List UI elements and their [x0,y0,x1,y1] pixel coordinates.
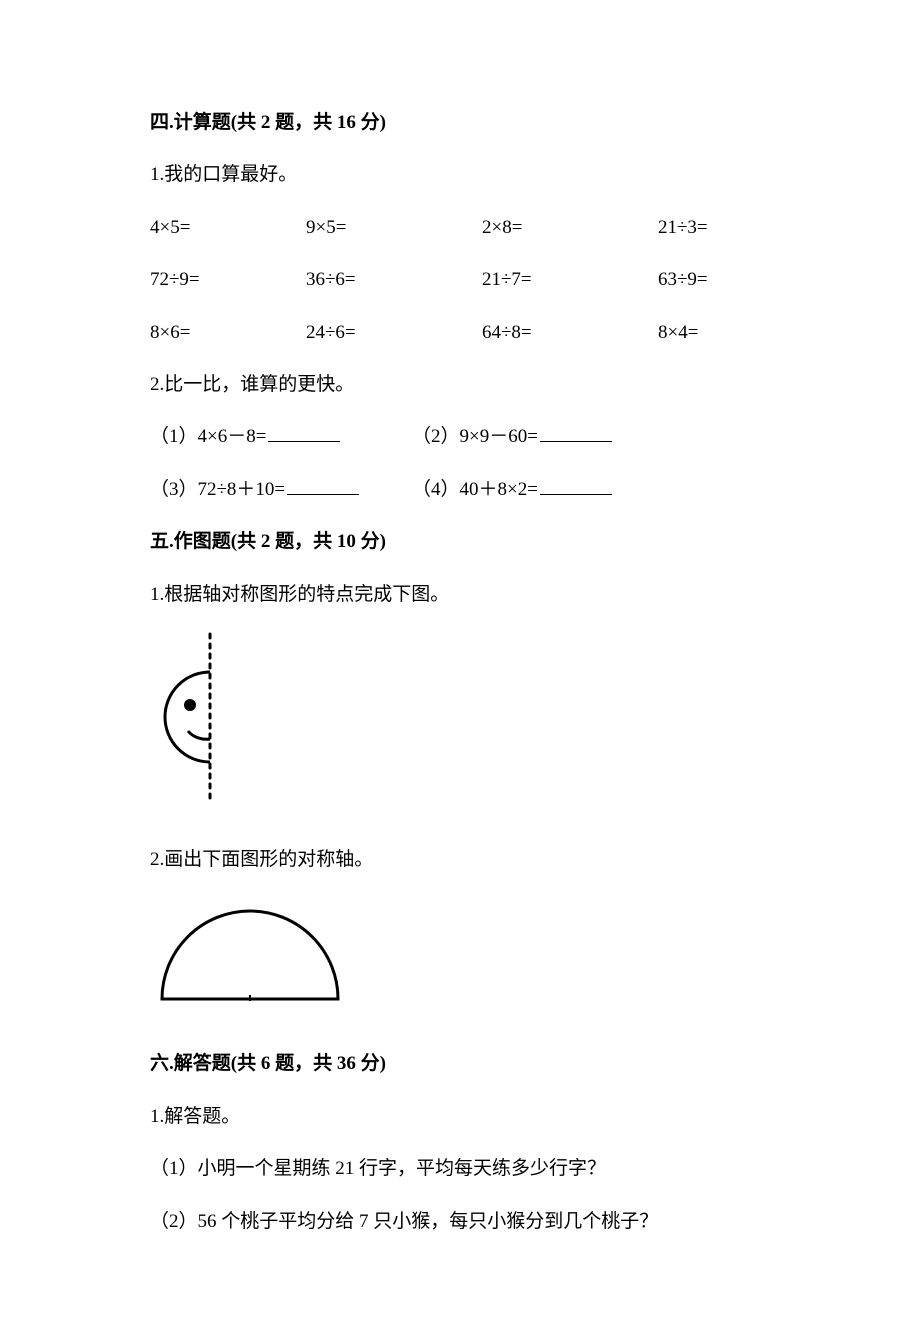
pair-cell: （2）9×9－60= [412,422,612,452]
pair-label: （2）9×9－60= [412,426,538,447]
calc-cell: 72÷9= [150,265,306,295]
calc-cell: 21÷3= [658,213,708,243]
section4-heading: 四.计算题(共 2 题，共 16 分) [150,108,770,138]
section5-q2-intro: 2.画出下面图形的对称轴。 [150,845,770,875]
answer-blank[interactable] [540,423,612,442]
calc-cell: 21÷7= [482,265,658,295]
pair-label: （1）4×6－8= [150,426,266,447]
calc-row: 4×5= 9×5= 2×8= 21÷3= [150,213,770,243]
pair-cell: （3）72÷8＋10= [150,475,412,505]
calc-cell: 64÷8= [482,318,658,348]
section5-heading: 五.作图题(共 2 题，共 10 分) [150,527,770,557]
calc-cell: 8×4= [658,318,698,348]
pair-label: （4）40＋8×2= [412,479,538,500]
semicircle-figure [150,897,770,1016]
calc-cell: 2×8= [482,213,658,243]
section6-q1-intro: 1.解答题。 [150,1102,770,1132]
section6-q1-sub1: （1）小明一个星期练 21 行字，平均每天练多少行字？ [150,1154,770,1184]
section5-q1-intro: 1.根据轴对称图形的特点完成下图。 [150,580,770,610]
half-face-icon [150,632,240,802]
pair-cell: （1）4×6－8= [150,422,412,452]
calc-row: 8×6= 24÷6= 64÷8= 8×4= [150,318,770,348]
pair-row: （1）4×6－8= （2）9×9－60= [150,422,770,452]
section6-heading: 六.解答题(共 6 题，共 36 分) [150,1049,770,1079]
calc-row: 72÷9= 36÷6= 21÷7= 63÷9= [150,265,770,295]
calc-cell: 4×5= [150,213,306,243]
section6-q1-sub2: （2）56 个桃子平均分给 7 只小猴，每只小猴分到几个桃子？ [150,1207,770,1237]
calc-cell: 24÷6= [306,318,482,348]
semicircle-icon [150,897,350,1007]
answer-blank[interactable] [540,476,612,495]
calc-cell: 63÷9= [658,265,708,295]
pair-cell: （4）40＋8×2= [412,475,612,505]
calc-cell: 36÷6= [306,265,482,295]
calc-cell: 8×6= [150,318,306,348]
pair-label: （3）72÷8＋10= [150,479,285,500]
answer-blank[interactable] [268,423,340,442]
section4-q1-intro: 1.我的口算最好。 [150,160,770,190]
section4-q2-intro: 2.比一比，谁算的更快。 [150,370,770,400]
symmetry-half-face-figure [150,632,770,811]
pair-row: （3）72÷8＋10= （4）40＋8×2= [150,475,770,505]
answer-blank[interactable] [287,476,359,495]
worksheet-page: 四.计算题(共 2 题，共 16 分) 1.我的口算最好。 4×5= 9×5= … [0,0,920,1339]
calc-cell: 9×5= [306,213,482,243]
